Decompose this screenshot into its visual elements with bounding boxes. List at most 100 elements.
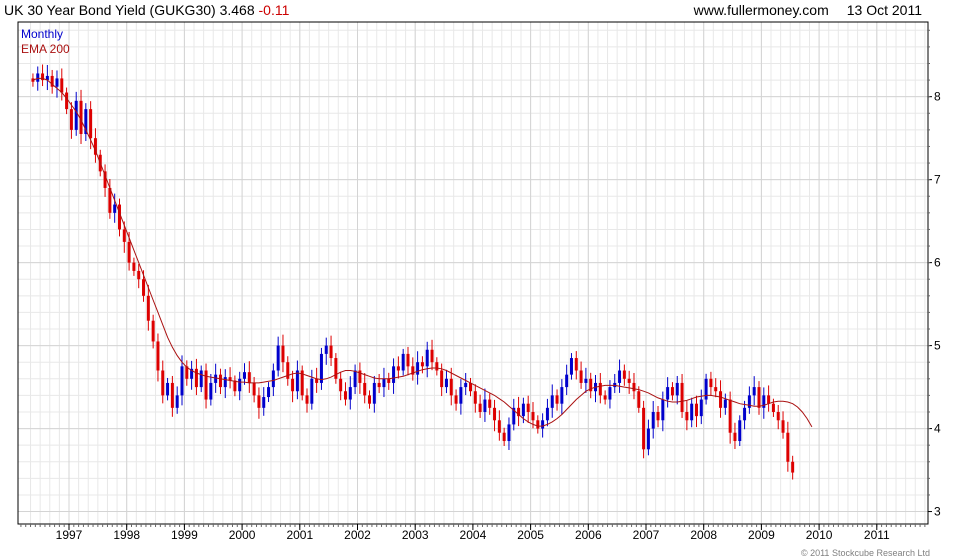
candle-body bbox=[502, 432, 506, 442]
last-value: 3.468 bbox=[219, 2, 255, 18]
candle-body bbox=[550, 395, 554, 408]
candle-body bbox=[190, 368, 194, 379]
candle-body bbox=[170, 382, 174, 408]
candle-body bbox=[60, 78, 64, 93]
y-tick-label: 8 bbox=[934, 90, 941, 104]
candle-body bbox=[132, 262, 136, 271]
candle-body bbox=[608, 387, 612, 400]
candle-body bbox=[281, 345, 285, 363]
candle-body bbox=[55, 78, 59, 87]
candle-body bbox=[584, 378, 588, 383]
candle-body bbox=[714, 387, 718, 392]
x-tick-label: 2008 bbox=[690, 528, 717, 542]
website-label: www.fullermoney.com bbox=[693, 2, 829, 18]
x-tick-label: 2009 bbox=[748, 528, 775, 542]
x-tick-label: 1998 bbox=[113, 528, 140, 542]
candle-body bbox=[291, 378, 295, 392]
candle-body bbox=[372, 382, 376, 404]
candle-body bbox=[69, 109, 73, 130]
change-value: -0.11 bbox=[258, 2, 290, 18]
candle-body bbox=[339, 378, 343, 392]
legend-monthly: Monthly bbox=[21, 27, 64, 41]
candle-body bbox=[459, 387, 463, 404]
candle-body bbox=[488, 399, 492, 408]
chart-title-line: UK 30 Year Bond Yield (GUKG30) 3.468 -0.… bbox=[4, 2, 289, 18]
candle-body bbox=[238, 378, 242, 392]
candle-body bbox=[738, 420, 742, 442]
candle-body bbox=[185, 366, 189, 379]
candle-body bbox=[396, 366, 400, 371]
candle-body bbox=[329, 345, 333, 359]
candle-body bbox=[218, 374, 222, 388]
candle-body bbox=[791, 461, 795, 473]
candle-body bbox=[243, 372, 247, 379]
candle-body bbox=[156, 341, 160, 371]
candle-body bbox=[161, 370, 165, 396]
candle-body bbox=[776, 411, 780, 421]
candle-body bbox=[127, 241, 131, 263]
date-label: 13 Oct 2011 bbox=[846, 2, 922, 18]
candle-body bbox=[440, 370, 444, 388]
x-tick-label: 2002 bbox=[344, 528, 371, 542]
candle-body bbox=[276, 345, 280, 371]
legend: Monthly EMA 200 bbox=[21, 27, 70, 57]
candle-body bbox=[435, 362, 439, 371]
candle-body bbox=[743, 407, 747, 421]
candle-body bbox=[310, 378, 314, 404]
candle-body bbox=[262, 397, 266, 408]
candle-body bbox=[680, 382, 684, 412]
source-line: www.fullermoney.com 13 Oct 2011 bbox=[694, 2, 922, 18]
x-tick-label: 1999 bbox=[171, 528, 198, 542]
candle-body bbox=[709, 378, 713, 388]
x-tick-label: 2003 bbox=[402, 528, 429, 542]
candle-body bbox=[781, 420, 785, 433]
candle-body bbox=[348, 387, 352, 400]
candle-body bbox=[521, 403, 525, 417]
candle-body bbox=[666, 387, 670, 400]
candle-body bbox=[343, 391, 347, 400]
candle-body bbox=[517, 407, 521, 417]
candle-body bbox=[685, 411, 689, 421]
candle-body bbox=[194, 368, 198, 388]
candle-body bbox=[574, 358, 578, 371]
candle-body bbox=[425, 349, 429, 367]
candle-body bbox=[233, 380, 237, 392]
y-tick-label: 4 bbox=[934, 422, 941, 436]
candle-body bbox=[536, 420, 540, 429]
candle-body bbox=[464, 382, 468, 388]
candle-body bbox=[651, 411, 655, 429]
candle-body bbox=[493, 407, 497, 421]
candle-body bbox=[377, 382, 381, 388]
candle-body bbox=[569, 358, 573, 375]
candle-body bbox=[45, 75, 49, 81]
candle-body bbox=[286, 362, 290, 379]
x-tick-label: 2005 bbox=[517, 528, 544, 542]
candle-body bbox=[416, 362, 420, 375]
candle-body bbox=[642, 407, 646, 450]
candle-body bbox=[719, 391, 723, 408]
x-tick-label: 2011 bbox=[864, 528, 890, 542]
candle-body bbox=[382, 378, 386, 388]
x-tick-label: 2000 bbox=[229, 528, 256, 542]
candle-body bbox=[146, 295, 150, 321]
candle-body bbox=[454, 395, 458, 404]
candle-body bbox=[50, 75, 54, 87]
candle-body bbox=[444, 378, 448, 388]
x-tick-label: 2010 bbox=[806, 528, 833, 542]
candle-body bbox=[93, 138, 97, 155]
x-tick-label: 1997 bbox=[56, 528, 83, 542]
candle-body bbox=[199, 370, 203, 388]
candle-body bbox=[142, 279, 146, 296]
candle-body bbox=[555, 395, 559, 404]
candle-body bbox=[411, 366, 415, 375]
candle-body bbox=[579, 370, 583, 383]
candle-body bbox=[363, 382, 367, 396]
candle-body bbox=[204, 370, 208, 400]
candle-body bbox=[478, 403, 482, 412]
candle-body bbox=[387, 378, 391, 383]
candle-body bbox=[526, 403, 530, 412]
candle-body bbox=[368, 395, 372, 404]
candle-body bbox=[560, 387, 564, 404]
candle-body bbox=[690, 403, 694, 421]
